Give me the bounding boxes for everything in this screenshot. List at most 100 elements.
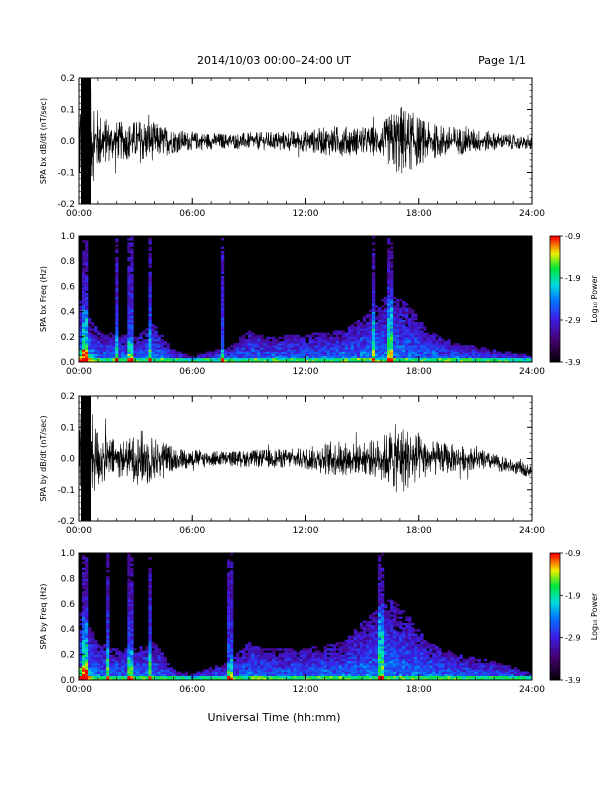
spectrogram-cell: [94, 644, 98, 647]
spectrogram-cell: [405, 303, 409, 306]
spectrogram-cell: [359, 656, 364, 660]
spectrogram-cell: [377, 557, 382, 560]
spectrogram-cell: [402, 675, 406, 679]
spectrogram-cell: [139, 349, 143, 352]
spectrogram-cell: [118, 349, 122, 352]
spectrogram-cell: [423, 332, 427, 335]
spectrogram-cell: [402, 673, 406, 677]
spectrogram-cell: [79, 669, 83, 672]
spectrogram-cell: [393, 320, 397, 323]
spectrogram-cell: [88, 671, 92, 674]
spectrogram-cell: [365, 341, 370, 344]
spectrogram-cell: [97, 341, 101, 344]
spectrogram-cell: [115, 322, 119, 325]
spectrogram-cell: [85, 637, 89, 641]
spectrogram-cell: [290, 349, 294, 352]
spectrogram-cell: [112, 665, 116, 668]
spectrogram-cell: [169, 351, 173, 354]
spectrogram-cell: [362, 650, 367, 653]
spectrogram-cell: [139, 669, 143, 672]
spectrogram-cell: [151, 347, 155, 350]
spectrogram-cell: [127, 601, 131, 605]
spectrogram-cell: [459, 349, 463, 352]
spectrogram-cell: [82, 593, 86, 596]
spectrogram-cell: [393, 612, 397, 615]
spectrogram-cell: [263, 648, 267, 651]
spectrogram-cell: [148, 612, 152, 615]
spectrogram-cell: [260, 648, 264, 651]
spectrogram-cell: [347, 644, 352, 647]
spectrogram-cell: [109, 654, 113, 658]
spectrogram-cell: [332, 336, 336, 340]
spectrogram-cell: [417, 654, 421, 658]
spectrogram-cell: [266, 667, 270, 670]
spectrogram-cell: [163, 656, 167, 660]
spectrogram-cell: [381, 341, 385, 344]
spectrogram-cell: [272, 345, 276, 348]
spectrogram-cell: [414, 652, 418, 655]
spectrogram-cell: [414, 326, 418, 329]
spectrogram-cell: [480, 355, 484, 359]
colorbar-segment: [550, 311, 560, 315]
spectrogram-cell: [130, 652, 134, 655]
spectrogram-cell: [377, 644, 382, 647]
spectrogram-cell: [236, 665, 240, 668]
spectrogram-cell: [82, 616, 86, 619]
spectrogram-cell: [106, 591, 110, 594]
spectrogram-cell: [130, 631, 134, 634]
spectrogram-cell: [384, 320, 388, 323]
spectrogram-cell: [226, 665, 231, 668]
spectrogram-cell: [359, 654, 364, 658]
spectrogram-cell: [290, 667, 294, 670]
spectrogram-cell: [79, 351, 83, 354]
spectrogram-cell: [371, 284, 376, 287]
spectrogram-cell: [127, 338, 131, 342]
spectrogram-cell: [272, 677, 276, 681]
spectrogram-cell: [399, 631, 403, 634]
spectrogram-cell: [245, 658, 249, 662]
spectrogram-cell: [115, 347, 119, 350]
spectrogram-cell: [417, 669, 421, 672]
spectrogram-cell: [223, 667, 228, 670]
spectrogram-cell: [236, 675, 240, 679]
spectrogram-cell: [97, 343, 101, 346]
spectrogram-cell: [142, 359, 146, 363]
colorbar-segment: [550, 259, 560, 262]
spectrogram-cell: [251, 658, 255, 662]
spectrogram-cell: [166, 359, 170, 363]
spectrogram-cell: [426, 667, 430, 670]
spectrogram-cell: [112, 671, 116, 674]
spectrogram-cell: [387, 671, 391, 674]
spectrogram-cell: [492, 349, 497, 352]
spectrogram-cell: [226, 559, 231, 562]
spectrogram-cell: [290, 353, 294, 356]
spectrogram-cell: [211, 673, 216, 677]
spectrogram-cell: [447, 343, 451, 346]
spectrogram-cell: [115, 290, 119, 293]
colorbar-segment: [550, 273, 560, 277]
spectrogram-cell: [82, 317, 86, 321]
spectrogram-cell: [142, 667, 146, 670]
spectrogram-cell: [371, 355, 376, 359]
spectrogram-cell: [103, 359, 107, 363]
spectrogram-cell: [130, 341, 134, 344]
spectrogram-cell: [151, 345, 155, 348]
spectrogram-cell: [226, 580, 231, 583]
spectrogram-cell: [142, 677, 146, 681]
spectrogram-cell: [420, 675, 424, 679]
spectrogram-cell: [408, 322, 412, 325]
saturation-block: [81, 396, 91, 521]
spectrogram-cell: [362, 347, 367, 350]
spectrogram-cell: [308, 355, 312, 359]
spectrogram-cell: [429, 349, 433, 352]
spectrogram-cell: [163, 663, 167, 666]
spectrogram-cell: [489, 351, 494, 354]
spectrogram-cell: [211, 677, 216, 681]
spectrogram-cell: [151, 334, 155, 338]
spectrogram-cell: [130, 332, 134, 335]
spectrogram-cell: [100, 341, 104, 344]
spectrogram-cell: [79, 646, 83, 649]
spectrogram-cell: [308, 673, 312, 677]
spectrogram-cell: [368, 359, 373, 363]
spectrogram-cell: [299, 650, 303, 653]
